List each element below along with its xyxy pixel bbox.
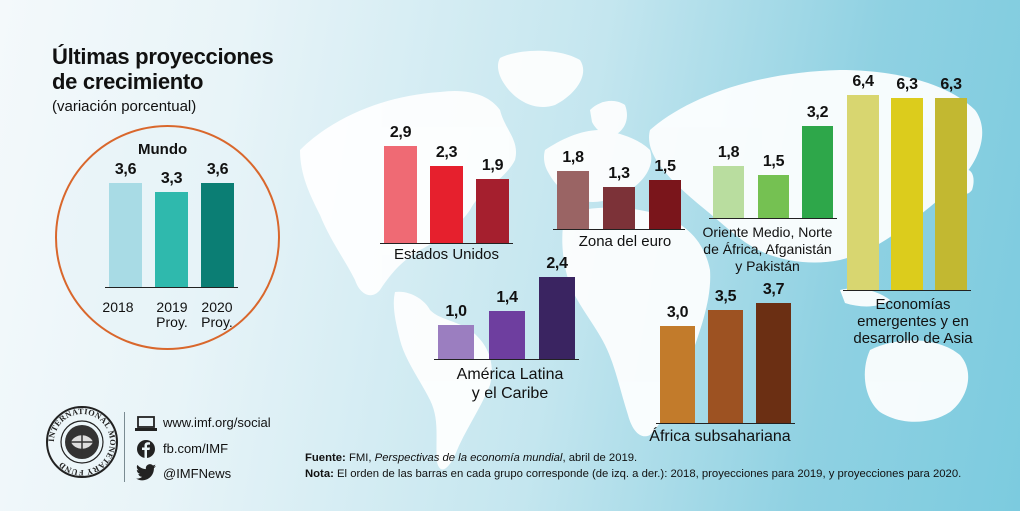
label-oriente-medio-line-3: y Pakistán	[735, 258, 800, 274]
value-label-zona-del-euro-1: 1,3	[608, 164, 630, 182]
bar-zona-del-euro-1	[603, 186, 635, 229]
value-label-asia-2: 6,3	[940, 75, 962, 93]
value-label-mundo-2: 3,6	[206, 160, 229, 178]
bar-america-latina-0	[438, 324, 474, 359]
label-asia: Economías emergentes y en desarrollo de …	[838, 296, 988, 347]
bar-oriente-medio-0	[713, 166, 744, 218]
bar-estados-unidos-2	[476, 179, 509, 243]
bar-estados-unidos-0	[384, 145, 417, 243]
bar-america-latina-1	[489, 311, 525, 359]
twitter-icon	[136, 464, 156, 481]
baseline-asia	[843, 290, 971, 291]
bar-asia-2	[935, 97, 967, 290]
footer-source-post: , abril de 2019.	[562, 452, 638, 464]
tick-2019-proy: Proy.	[156, 314, 188, 330]
social-facebook-link[interactable]: fb.com/IMF	[163, 441, 229, 456]
label-asia-line-1: Economías	[875, 296, 951, 313]
label-america-latina-line-2: y el Caribe	[471, 385, 549, 402]
label-zona-del-euro: Zona del euro	[578, 233, 672, 250]
baseline-africa-subsahariana	[656, 423, 795, 424]
label-america-latina: América Latina y el Caribe	[440, 365, 580, 403]
tick-2019: 2019 Proy.	[152, 300, 192, 330]
social-divider	[124, 412, 125, 482]
footer-note-text: El orden de las barras en cada grupo cor…	[337, 468, 962, 480]
bar-africa-subsahariana-2	[756, 303, 791, 423]
value-label-asia-0: 6,4	[852, 72, 874, 90]
label-oriente-medio: Oriente Medio, Norte de África, Afganist…	[695, 224, 840, 275]
value-label-america-latina-0: 1,0	[445, 302, 467, 320]
chart-title-line-2: de crecimiento	[52, 69, 204, 94]
tick-2018: 2018	[98, 300, 138, 315]
value-label-america-latina-1: 1,4	[496, 289, 518, 307]
baseline-zona-del-euro	[553, 229, 685, 230]
tick-2020-proy: Proy.	[201, 314, 233, 330]
bar-africa-subsahariana-0	[660, 326, 695, 423]
value-label-estados-unidos-0: 2,9	[389, 123, 412, 141]
world-group-title: Mundo	[138, 141, 188, 158]
bar-zona-del-euro-0	[557, 170, 589, 229]
baseline-oriente-medio	[709, 218, 837, 219]
footer-source-title: Perspectivas de la economía mundial	[374, 452, 563, 464]
label-asia-line-3: desarrollo de Asia	[853, 330, 973, 347]
imf-seal-logo: INTERNATIONAL MONETARY FUND	[46, 406, 118, 478]
value-label-africa-subsahariana-0: 3,0	[666, 304, 689, 322]
footer-note: Nota: El orden de las barras en cada gru…	[305, 466, 1005, 482]
label-asia-line-2: emergentes y en	[857, 313, 969, 330]
footer-notes: Fuente: FMI, Perspectivas de la economía…	[305, 450, 1005, 482]
value-label-oriente-medio-2: 3,2	[806, 104, 829, 122]
footer-source: Fuente: FMI, Perspectivas de la economía…	[305, 450, 1005, 466]
value-label-mundo-0: 3,6	[114, 160, 137, 178]
social-twitter-link[interactable]: @IMFNews	[163, 466, 232, 481]
chart-title-line-1: Últimas proyecciones	[52, 44, 274, 69]
value-label-zona-del-euro-2: 1,5	[654, 158, 676, 176]
value-label-oriente-medio-0: 1,8	[717, 144, 740, 162]
bar-mundo-0	[109, 182, 142, 287]
label-america-latina-line-1: América Latina	[456, 366, 564, 383]
bar-oriente-medio-1	[758, 174, 789, 218]
label-estados-unidos: Estados Unidos	[393, 246, 500, 263]
tick-2020-year: 2020	[201, 299, 233, 315]
laptop-icon	[135, 416, 157, 431]
bar-america-latina-2	[539, 276, 575, 359]
bar-oriente-medio-2	[802, 126, 833, 218]
value-label-oriente-medio-1: 1,5	[762, 152, 785, 170]
bar-estados-unidos-1	[430, 165, 463, 243]
value-label-africa-subsahariana-2: 3,7	[762, 281, 785, 299]
bar-mundo-1	[155, 191, 188, 287]
value-label-africa-subsahariana-1: 3,5	[714, 287, 737, 305]
chart-subtitle: (variación porcentual)	[52, 98, 197, 115]
footer-source-pre: FMI,	[348, 452, 375, 464]
tick-2020: 2020 Proy.	[197, 300, 237, 330]
baseline-mundo	[105, 287, 238, 288]
value-label-asia-1: 6,3	[896, 75, 918, 93]
footer-source-label: Fuente:	[305, 452, 346, 464]
facebook-icon	[137, 440, 155, 458]
bar-mundo-2	[201, 182, 234, 287]
value-label-mundo-1: 3,3	[160, 169, 183, 187]
bar-africa-subsahariana-1	[708, 309, 743, 423]
value-label-america-latina-2: 2,4	[546, 254, 568, 272]
label-oriente-medio-line-2: de África, Afganistán	[703, 241, 832, 257]
bar-zona-del-euro-2	[649, 180, 681, 229]
bar-asia-0	[847, 94, 879, 290]
label-africa-subsahariana: África subsahariana	[649, 428, 791, 445]
baseline-america-latina	[434, 359, 579, 360]
value-label-zona-del-euro-0: 1,8	[562, 148, 584, 166]
tick-2019-year: 2019	[156, 299, 188, 315]
baseline-estados-unidos	[380, 243, 513, 244]
chart-title: Últimas proyecciones de crecimiento	[52, 44, 274, 94]
bar-asia-1	[891, 97, 923, 290]
value-label-estados-unidos-1: 2,3	[435, 143, 458, 161]
label-oriente-medio-line-1: Oriente Medio, Norte	[702, 224, 833, 240]
footer-note-label: Nota:	[305, 468, 334, 480]
value-label-estados-unidos-2: 1,9	[481, 157, 504, 175]
social-web-link[interactable]: www.imf.org/social	[163, 415, 271, 430]
tick-2018-year: 2018	[102, 299, 134, 315]
